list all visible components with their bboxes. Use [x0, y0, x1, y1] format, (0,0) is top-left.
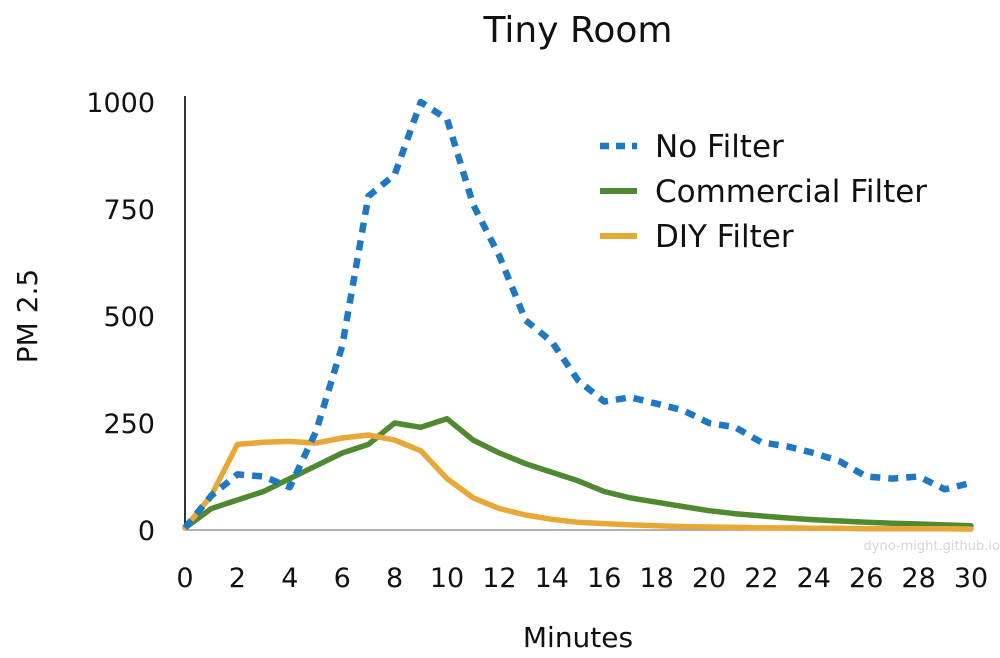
x-tick-label: 24	[797, 563, 831, 594]
x-tick-label: 30	[954, 563, 988, 594]
x-tick-label: 16	[587, 563, 621, 594]
y-tick-label: 0	[138, 516, 155, 547]
watermark: dyno-might.github.io	[864, 539, 1000, 554]
series-line-diy-filter	[182, 432, 974, 532]
x-tick-label: 26	[849, 563, 883, 594]
legend-label: DIY Filter	[655, 219, 794, 255]
y-tick-label: 750	[103, 195, 155, 226]
series-line-no-filter	[182, 98, 972, 530]
x-tick-label: 4	[281, 563, 298, 594]
x-tick-label: 14	[535, 563, 569, 594]
y-tick-label: 500	[103, 302, 155, 333]
x-tick-label: 18	[639, 563, 673, 594]
x-tick-label: 8	[386, 563, 403, 594]
x-ticks: 0 2 4 6 8 10 12 14 16 18 20 22 24 26 28 30	[176, 563, 988, 594]
x-tick-label: 22	[744, 563, 778, 594]
legend: No Filter Commercial Filter DIY Filter	[600, 129, 927, 255]
x-tick-label: 6	[334, 563, 351, 594]
y-axis-label: PM 2.5	[11, 269, 44, 363]
chart-title: Tiny Room	[483, 10, 673, 51]
x-tick-label: 20	[692, 563, 726, 594]
legend-label: No Filter	[655, 129, 784, 165]
y-tick-label: 1000	[86, 88, 155, 119]
x-tick-label: 12	[482, 563, 516, 594]
legend-label: Commercial Filter	[655, 174, 927, 210]
y-tick-label: 250	[103, 409, 155, 440]
axes	[184, 96, 971, 531]
series-line-commercial-filter	[182, 415, 974, 531]
y-ticks: 0 250 500 750 1000	[86, 88, 155, 547]
x-tick-label: 28	[901, 563, 935, 594]
x-tick-label: 0	[176, 563, 193, 594]
x-tick-label: 2	[229, 563, 246, 594]
series-layer	[182, 98, 974, 532]
x-axis-label: Minutes	[523, 621, 633, 654]
x-tick-label: 10	[430, 563, 464, 594]
